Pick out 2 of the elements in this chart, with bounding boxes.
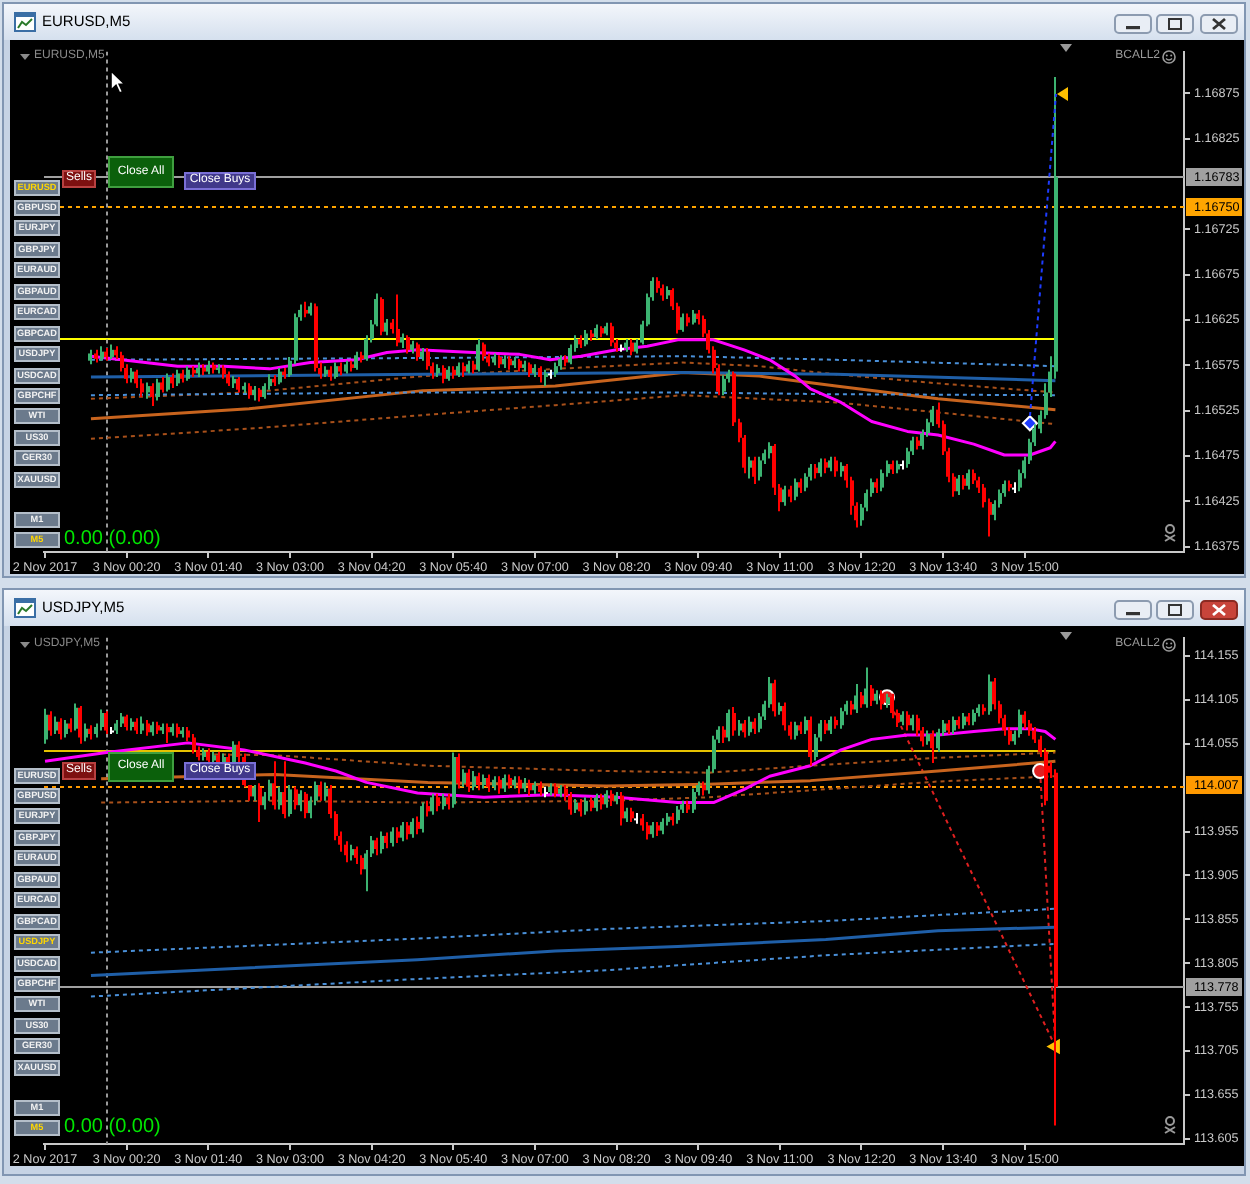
annotation: 0.00 (0.00) [64, 528, 161, 552]
annotation: 0.00 (0.00) [64, 1116, 161, 1140]
